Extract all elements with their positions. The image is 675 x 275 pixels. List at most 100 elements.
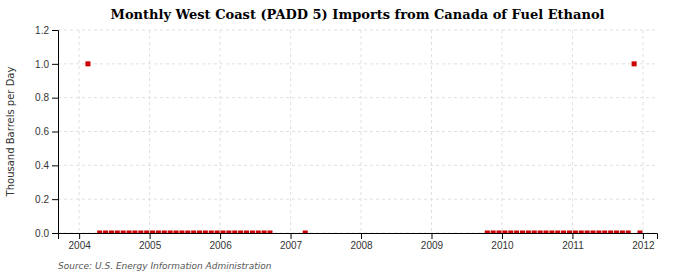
tick: 2010 [491, 233, 514, 251]
grid-line [149, 30, 150, 233]
y-axis: 0.0 0.2 0.4 0.6 0.8 1.0 1.2 [35, 25, 58, 239]
square-marker [620, 231, 625, 234]
tick-label: 1.2 [35, 25, 49, 36]
tick-label: 0.8 [35, 92, 49, 103]
square-marker [561, 231, 566, 234]
tick-mark [52, 132, 58, 133]
grid-line [58, 97, 657, 98]
grid-line [58, 30, 657, 31]
points [85, 61, 642, 233]
tick-mark [52, 165, 58, 166]
tick-label: 2004 [69, 240, 92, 251]
tick-label: 1.0 [35, 59, 49, 70]
tick: 0.0 [35, 228, 58, 239]
square-marker [262, 231, 267, 234]
square-marker [532, 231, 537, 234]
square-marker [250, 231, 255, 234]
tick-label: 2012 [632, 240, 655, 251]
square-marker [85, 61, 90, 66]
square-marker [97, 231, 102, 234]
tick: 0.8 [35, 92, 58, 103]
tick-label: 0.2 [35, 194, 49, 205]
square-marker [526, 231, 531, 234]
tick: 2012 [632, 233, 655, 251]
square-marker [179, 231, 184, 234]
grid-line [501, 30, 502, 233]
square-marker [596, 231, 601, 234]
square-marker [132, 231, 137, 234]
source: Source: U.S. Energy Information Administ… [58, 261, 272, 271]
plot: 2004200520062007200820092010201120120.00… [35, 25, 657, 251]
title: Monthly West Coast (PADD 5) Imports from… [111, 7, 605, 22]
square-marker [508, 231, 513, 234]
square-marker [238, 231, 243, 234]
square-marker [637, 231, 642, 234]
grid-line [79, 30, 80, 233]
square-marker [127, 231, 132, 234]
tick-label: 0.0 [35, 228, 49, 239]
square-marker [267, 231, 272, 234]
tick-mark [431, 233, 432, 239]
tick-label: 2010 [491, 240, 514, 251]
tick: 2008 [350, 233, 373, 251]
grid-line [572, 30, 573, 233]
tick-mark [52, 98, 58, 99]
tick-mark [150, 233, 151, 239]
square-marker [549, 231, 554, 234]
square-marker [197, 231, 202, 234]
grid-line [642, 30, 643, 233]
tick-mark [52, 30, 58, 31]
square-marker [573, 231, 578, 234]
square-marker [555, 231, 560, 234]
square-marker [520, 231, 525, 234]
y-axis-title: Thousand Barrels per Day [5, 67, 16, 198]
grid-line [58, 165, 657, 166]
tick: 1.2 [35, 25, 58, 36]
square-marker [502, 231, 507, 234]
grid-line [58, 63, 657, 64]
tick-label: 2009 [421, 240, 444, 251]
chart: 2004200520062007200820092010201120120.00… [0, 0, 675, 275]
square-marker [232, 231, 237, 234]
square-marker [103, 231, 108, 234]
square-marker [244, 231, 249, 234]
square-marker [614, 231, 619, 234]
tick: 2009 [421, 233, 444, 251]
square-marker [608, 231, 613, 234]
tick: 2011 [562, 233, 584, 251]
tick-mark [361, 233, 362, 239]
square-marker [544, 231, 549, 234]
grid-line [361, 30, 362, 233]
axis-line [59, 234, 658, 240]
square-marker [538, 231, 543, 234]
tick: 0.4 [35, 160, 58, 171]
square-marker [626, 231, 631, 234]
square-marker [215, 231, 220, 234]
square-marker [191, 231, 196, 234]
square-marker [144, 231, 149, 234]
grid-line [220, 30, 221, 233]
square-marker [497, 231, 502, 234]
grid-line [58, 131, 657, 132]
tick-label: 2011 [562, 240, 584, 251]
tick-label: 2007 [280, 240, 303, 251]
square-marker [514, 231, 519, 234]
square-marker [121, 231, 126, 234]
square-marker [590, 231, 595, 234]
square-marker [585, 231, 590, 234]
tick: 2005 [139, 233, 162, 251]
tick-mark [52, 233, 58, 234]
tick: 0.2 [35, 194, 58, 205]
tick-mark [52, 199, 58, 200]
tick-mark [502, 233, 503, 239]
square-marker [579, 231, 584, 234]
tick-label: 0.6 [35, 126, 49, 137]
grid-line [431, 30, 432, 233]
square-marker [203, 231, 208, 234]
grid-line [290, 30, 291, 233]
square-marker [138, 231, 143, 234]
tick-label: 2006 [209, 240, 232, 251]
square-marker [185, 231, 190, 234]
square-marker [150, 231, 155, 234]
tick-mark [79, 233, 80, 239]
